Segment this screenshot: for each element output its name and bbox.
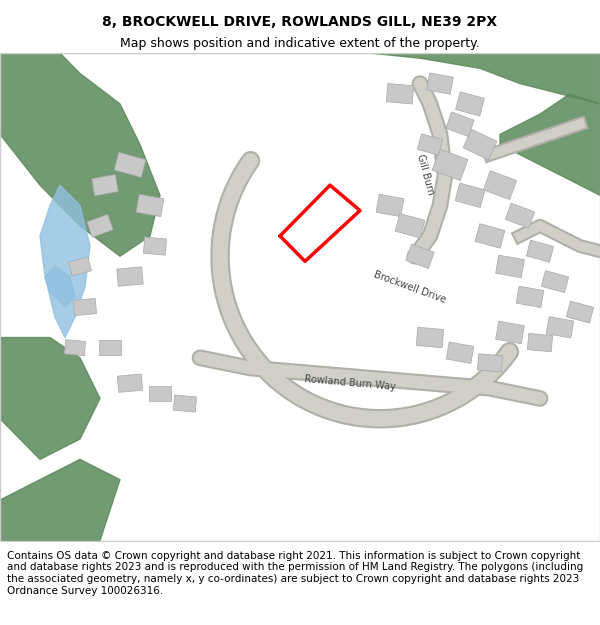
FancyBboxPatch shape [406, 244, 434, 269]
FancyBboxPatch shape [376, 194, 404, 217]
FancyBboxPatch shape [484, 171, 517, 199]
Text: Rowland Burn Way: Rowland Burn Way [304, 374, 396, 392]
FancyBboxPatch shape [446, 342, 474, 364]
FancyBboxPatch shape [478, 354, 503, 372]
FancyBboxPatch shape [416, 328, 444, 348]
Text: Map shows position and indicative extent of the property.: Map shows position and indicative extent… [120, 38, 480, 50]
Text: Contains OS data © Crown copyright and database right 2021. This information is : Contains OS data © Crown copyright and d… [7, 551, 583, 596]
FancyBboxPatch shape [463, 129, 497, 160]
FancyBboxPatch shape [516, 286, 544, 308]
FancyBboxPatch shape [427, 73, 453, 94]
Polygon shape [0, 53, 160, 256]
FancyBboxPatch shape [173, 395, 197, 412]
FancyBboxPatch shape [117, 267, 143, 286]
FancyBboxPatch shape [92, 174, 118, 196]
FancyBboxPatch shape [541, 271, 569, 292]
FancyBboxPatch shape [68, 257, 91, 276]
Polygon shape [0, 338, 100, 459]
FancyBboxPatch shape [136, 194, 164, 217]
Text: 8, BROCKWELL DRIVE, ROWLANDS GILL, NE39 2PX: 8, BROCKWELL DRIVE, ROWLANDS GILL, NE39 … [103, 15, 497, 29]
FancyBboxPatch shape [99, 340, 121, 355]
FancyBboxPatch shape [527, 333, 553, 352]
FancyBboxPatch shape [64, 340, 86, 356]
FancyBboxPatch shape [73, 299, 97, 316]
Text: Gill Burn: Gill Burn [415, 153, 435, 197]
FancyBboxPatch shape [455, 92, 484, 116]
FancyBboxPatch shape [475, 224, 505, 248]
FancyBboxPatch shape [526, 240, 554, 262]
FancyBboxPatch shape [566, 301, 593, 323]
FancyBboxPatch shape [395, 214, 425, 238]
FancyBboxPatch shape [149, 386, 171, 401]
FancyBboxPatch shape [114, 152, 146, 178]
FancyBboxPatch shape [496, 255, 524, 278]
FancyBboxPatch shape [143, 237, 167, 255]
FancyBboxPatch shape [505, 203, 535, 228]
Polygon shape [330, 53, 600, 104]
Polygon shape [40, 185, 90, 338]
FancyBboxPatch shape [455, 183, 485, 208]
FancyBboxPatch shape [418, 134, 443, 155]
FancyBboxPatch shape [496, 321, 524, 344]
Polygon shape [45, 266, 75, 307]
FancyBboxPatch shape [87, 214, 113, 238]
FancyBboxPatch shape [546, 317, 574, 338]
FancyBboxPatch shape [386, 84, 414, 104]
FancyBboxPatch shape [118, 374, 143, 392]
Text: Brockwell Drive: Brockwell Drive [373, 269, 448, 304]
FancyBboxPatch shape [446, 112, 474, 136]
FancyBboxPatch shape [432, 149, 468, 181]
Polygon shape [0, 459, 120, 541]
Polygon shape [500, 94, 600, 195]
